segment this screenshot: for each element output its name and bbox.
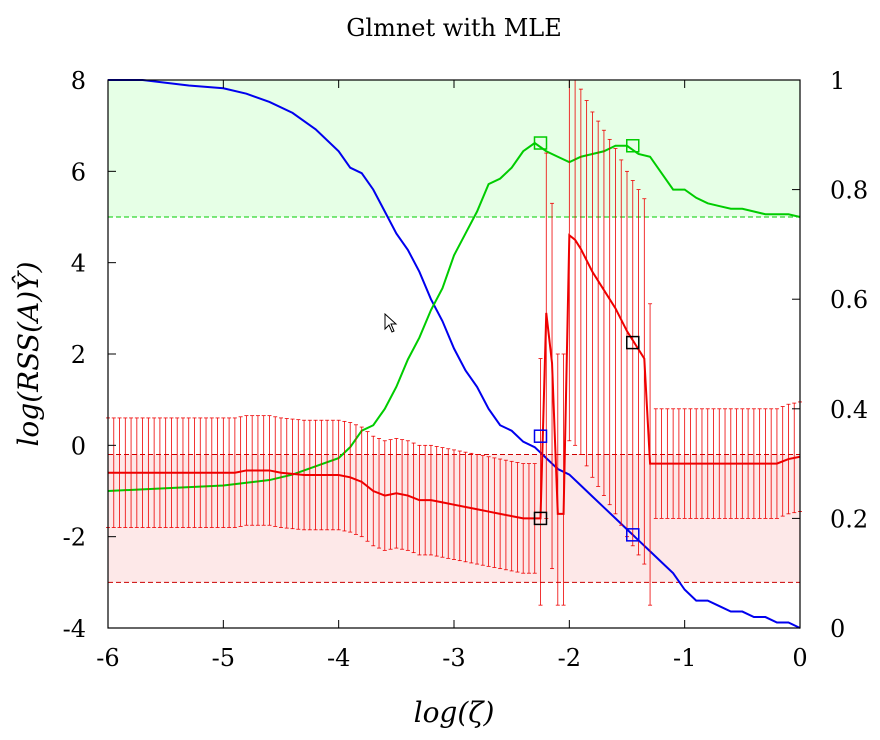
series-line-0 [108, 79, 801, 629]
square-marker [626, 528, 640, 542]
markers-layer [533, 136, 640, 542]
y-tick-label: 4 [71, 250, 86, 278]
y2-tick-label: 0.6 [830, 286, 868, 314]
square-marker [533, 429, 548, 443]
y-tick-label: 6 [71, 158, 86, 186]
x-tick-label: -1 [673, 644, 696, 672]
y2-tick-label: 0 [830, 615, 845, 643]
square-marker [626, 139, 640, 153]
y-tick-label: 8 [71, 67, 86, 95]
x-axis-label: log(ζ) [414, 696, 495, 729]
y2-tick-label: 0.8 [830, 177, 868, 205]
square-marker [533, 511, 548, 526]
series-line-2 [108, 233, 801, 520]
x-tick-label: -5 [212, 644, 235, 672]
y2-tick-label: 0.2 [830, 505, 868, 533]
ticks-layer: -6 -5 -4 -3 -2 -1 0 -4 -2 0 2 4 6 8 0 0.2 0.4 0.6 0.8 1 [63, 67, 869, 672]
band-0 [108, 80, 800, 217]
y-tick-label: 0 [71, 432, 86, 460]
y2-tick-label: 0.4 [830, 396, 868, 424]
x-tick-label: -4 [327, 644, 350, 672]
series-1 [107, 141, 801, 492]
chart-title: Glmnet with MLE [346, 14, 562, 42]
series-2 [106, 79, 802, 606]
square-marker [533, 136, 548, 150]
series-0 [108, 79, 801, 629]
x-tick-label: -2 [558, 644, 581, 672]
y-axis-label: log(RSS(A)Ŷ) [12, 261, 45, 446]
y-tick-label: -2 [63, 524, 86, 552]
series-layer [106, 79, 802, 629]
y-tick-label: 2 [71, 341, 86, 369]
y2-tick-label: 1 [830, 67, 845, 95]
square-marker [626, 335, 640, 350]
x-tick-label: -6 [96, 644, 119, 672]
y-tick-label: -4 [63, 615, 86, 643]
x-tick-label: 0 [792, 644, 807, 672]
x-tick-label: -3 [442, 644, 465, 672]
series-line-1 [107, 141, 801, 492]
mouse-pointer-icon [384, 313, 398, 333]
